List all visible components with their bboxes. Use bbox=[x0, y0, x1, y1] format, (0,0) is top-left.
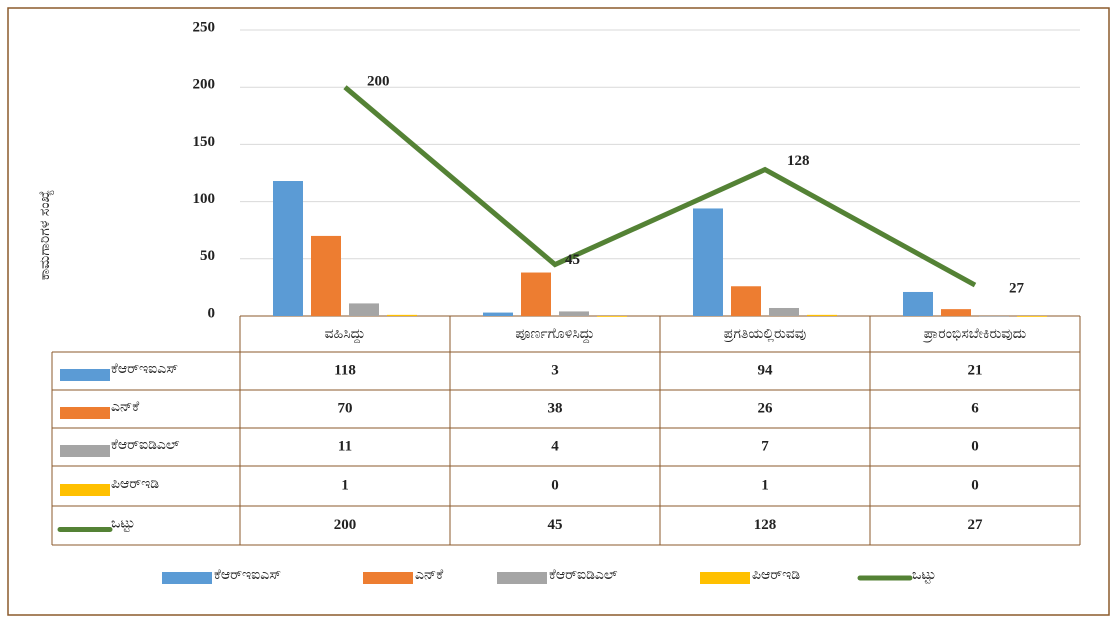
x-tick-label: ಪೂರ್ಣಗೊಳಿಸಿದ್ದು bbox=[515, 326, 594, 343]
bar bbox=[559, 311, 589, 316]
data-label: 200 bbox=[367, 74, 390, 90]
legend-label: ಒಟ್ಟು bbox=[912, 567, 936, 583]
legend-key bbox=[60, 445, 110, 457]
bar bbox=[483, 312, 513, 316]
legend-label: ಪಿಆರ್‌ಇಡಿ bbox=[752, 567, 800, 583]
bar bbox=[273, 181, 303, 316]
table-cell: 6 bbox=[971, 400, 979, 416]
table-cell: 3 bbox=[551, 362, 559, 378]
bar bbox=[769, 307, 799, 316]
y-axis-title: ಕಾಮಗಾರಿಗಳ ಸಂಖ್ಯೆ bbox=[37, 190, 54, 280]
legend-key bbox=[60, 369, 110, 381]
y-tick-label: 100 bbox=[193, 191, 216, 207]
x-tick-label: ಪ್ರಗತಿಯಲ್ಲಿರುವವು bbox=[723, 326, 806, 342]
bar bbox=[521, 272, 551, 316]
table-row-label: ಕೆಆರ್‌ಇಐಎಸ್ bbox=[111, 361, 178, 377]
table-cell: 128 bbox=[754, 517, 777, 533]
data-label: 128 bbox=[787, 153, 810, 169]
table-cell: 1 bbox=[341, 477, 349, 493]
table-row-label: ಪಿಆರ್‌ಇಡಿ bbox=[111, 476, 159, 492]
bar bbox=[349, 303, 379, 316]
bar bbox=[807, 314, 837, 316]
bar bbox=[693, 208, 723, 316]
legend-key bbox=[60, 484, 110, 496]
legend-label: ಕೆಆರ್‌ಇಐಎಸ್ bbox=[214, 567, 281, 583]
table-cell: 4 bbox=[551, 438, 559, 454]
bar bbox=[597, 316, 627, 317]
bar bbox=[387, 314, 417, 316]
bar bbox=[731, 286, 761, 316]
y-tick-label: 0 bbox=[208, 305, 216, 321]
legend-key bbox=[700, 572, 750, 584]
line bbox=[343, 85, 977, 288]
legend-key bbox=[363, 572, 413, 584]
table-cell: 0 bbox=[971, 438, 979, 454]
legend-key bbox=[60, 407, 110, 419]
legend-label: ಕೆಆರ್‌ಐಡಿಎಲ್ bbox=[549, 567, 618, 583]
table-cell: 0 bbox=[551, 477, 559, 493]
table-cell: 26 bbox=[758, 400, 774, 416]
table-cell: 1 bbox=[761, 477, 769, 493]
bar bbox=[311, 235, 341, 316]
table-row-label: ಒಟ್ಟು bbox=[111, 516, 135, 532]
data-label: 27 bbox=[1009, 281, 1025, 297]
y-tick-label: 150 bbox=[193, 134, 216, 150]
table-cell: 70 bbox=[338, 400, 353, 416]
legend-key bbox=[162, 572, 212, 584]
bar bbox=[979, 316, 1009, 317]
table-cell: 11 bbox=[338, 438, 352, 454]
y-tick-label: 200 bbox=[193, 77, 216, 93]
bar bbox=[1017, 316, 1047, 317]
bar bbox=[903, 291, 933, 316]
table-cell: 27 bbox=[968, 517, 984, 533]
table-row-label: ಎನ್‌ಕೆ bbox=[111, 399, 140, 415]
y-tick-label: 50 bbox=[200, 248, 215, 264]
y-tick-label: 250 bbox=[193, 19, 216, 35]
data-label: 45 bbox=[565, 252, 580, 268]
legend-key bbox=[497, 572, 547, 584]
table-cell: 94 bbox=[758, 362, 774, 378]
bar bbox=[941, 309, 971, 316]
table-cell: 200 bbox=[334, 517, 357, 533]
table-cell: 45 bbox=[548, 517, 563, 533]
table-cell: 118 bbox=[334, 362, 356, 378]
table-row-label: ಕೆಆರ್‌ಐಡಿಎಲ್ bbox=[111, 437, 180, 453]
legend-label: ಎನ್‌ಕೆ bbox=[415, 567, 444, 583]
table-cell: 38 bbox=[548, 400, 563, 416]
x-tick-label: ವಹಿಸಿದ್ದು bbox=[325, 326, 366, 343]
table-cell: 21 bbox=[968, 362, 983, 378]
table-cell: 0 bbox=[971, 477, 979, 493]
x-tick-label: ಪ್ರಾರಂಭಿಸಬೇಕಿರುವುದು bbox=[922, 326, 1026, 343]
table-cell: 7 bbox=[761, 438, 769, 454]
